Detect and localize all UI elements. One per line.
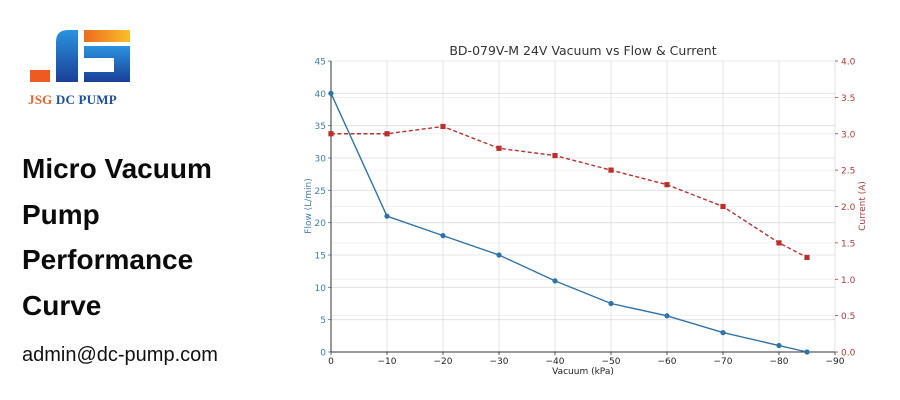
- logo-dot: [30, 70, 50, 82]
- y2-axis-label: Current (A): [858, 181, 868, 231]
- title-line: Curve: [22, 289, 102, 321]
- current-data-point: [804, 254, 810, 261]
- x-tick-label: −10: [378, 357, 397, 367]
- current-data-point: [496, 145, 502, 151]
- title-line: Micro Vacuum: [22, 153, 212, 184]
- logo-s-top: [84, 30, 130, 42]
- left-panel: JSG DC PUMP Micro Vacuum Pump Performanc…: [0, 0, 290, 400]
- x-tick-label: −30: [490, 357, 509, 367]
- page-title: Micro Vacuum Pump Performance Curve: [22, 146, 282, 328]
- x-tick-label: −50: [602, 357, 621, 367]
- y-tick-label: 15: [315, 252, 326, 262]
- y2-tick-label: 3.0: [841, 130, 856, 140]
- x-tick-label: −80: [770, 357, 789, 367]
- contact-email[interactable]: admin@dc-pump.com: [22, 344, 218, 366]
- flow-data-point: [384, 213, 390, 219]
- y-tick-label: 25: [315, 187, 326, 197]
- x-tick-label: 0: [328, 357, 334, 367]
- y2-tick-label: 3.5: [841, 94, 855, 104]
- y-tick-label: 10: [315, 284, 327, 294]
- flow-data-point: [496, 252, 502, 258]
- current-data-point: [440, 123, 446, 130]
- y-tick-label: 45: [315, 58, 326, 68]
- y-tick-label: 35: [315, 122, 326, 132]
- x-tick-label: −90: [826, 357, 845, 367]
- y2-tick-label: 2.0: [841, 203, 856, 213]
- performance-chart: 0 −10 −20 −30 −40 −50 −60 −70 −80 −90 0 5 10 15 20 25 30…: [304, 43, 868, 377]
- flow-data-point: [328, 90, 334, 96]
- flow-series-line: [330, 93, 808, 353]
- current-data-point: [664, 182, 670, 188]
- y2-tick-label: 4.0: [841, 58, 856, 68]
- flow-data-point: [720, 330, 726, 336]
- axes: 0 −10 −20 −30 −40 −50 −60 −70 −80 −90 0 5 10 15 20 25 30…: [315, 58, 856, 368]
- logo-j: [56, 30, 78, 82]
- y2-tick-label: 0.0: [841, 349, 856, 359]
- y-axis-label: Flow (L/min): [304, 178, 314, 233]
- current-data-point: [552, 152, 558, 159]
- flow-data-point: [776, 342, 782, 349]
- y2-tick-label: 1.5: [841, 239, 855, 249]
- y2-tick-label: 1.0: [841, 276, 856, 286]
- current-data-point: [384, 131, 390, 137]
- brand-name: JSG DC PUMP: [28, 92, 117, 108]
- y2-tick-label: 2.5: [841, 167, 855, 177]
- y2-tick-label: 0.5: [841, 312, 855, 322]
- current-data-point: [776, 240, 782, 246]
- y-tick-label: 40: [315, 90, 327, 100]
- y-tick-label: 5: [320, 316, 326, 326]
- x-tick-label: −70: [714, 357, 733, 367]
- brand-logo-icon: [30, 30, 130, 82]
- title-line: Performance: [22, 244, 194, 275]
- flow-data-point: [440, 233, 446, 239]
- x-tick-label: −40: [546, 357, 565, 367]
- flow-data-point: [552, 278, 558, 284]
- current-series-line: [331, 125, 808, 259]
- y-tick-label: 20: [315, 219, 327, 229]
- title-line: Pump: [22, 198, 100, 230]
- flow-data-point: [664, 313, 670, 319]
- y-tick-label: 30: [315, 155, 327, 165]
- series: [328, 90, 810, 355]
- brand-name-jsg: JSG: [28, 92, 53, 107]
- flow-data-point: [608, 300, 614, 307]
- x-axis-label: Vacuum (kPa): [552, 367, 614, 377]
- x-tick-label: −60: [658, 357, 677, 367]
- brand-name-dc-pump: DC PUMP: [55, 92, 117, 107]
- chart-title: BD-079V-M 24V Vacuum vs Flow & Current: [449, 43, 716, 58]
- x-tick-label: −20: [434, 357, 453, 367]
- logo-s-body: [84, 46, 130, 82]
- current-data-point: [608, 167, 614, 173]
- current-data-point: [328, 131, 334, 137]
- grid-lines: [330, 60, 836, 353]
- flow-data-point: [804, 349, 810, 355]
- current-data-point: [720, 203, 726, 210]
- y-tick-label: 0: [320, 349, 326, 359]
